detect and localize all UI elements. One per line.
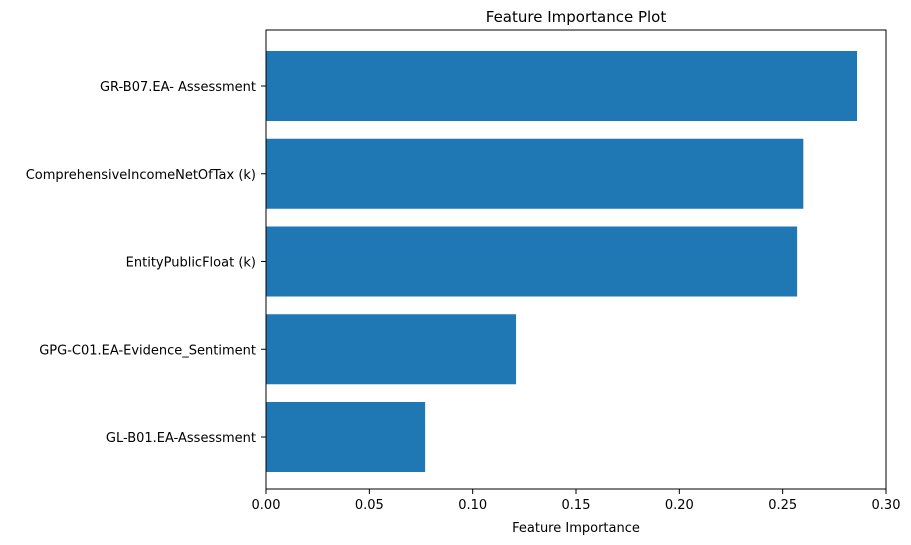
- bar: [266, 51, 858, 121]
- y-axis-ticks: GR-B07.EA- Assessment ComprehensiveIncome…: [26, 80, 266, 446]
- x-tick-label: 0.10: [458, 498, 487, 513]
- y-tick-label: ComprehensiveIncomeNetOfTax (k): [26, 168, 256, 183]
- bar: [266, 402, 426, 472]
- y-tick-label: GR-B07.EA- Assessment: [100, 80, 256, 95]
- y-tick-label: EntityPublicFloat (k): [126, 256, 256, 271]
- bar: [266, 226, 798, 297]
- bar: [266, 314, 517, 385]
- x-tick-label: 0.15: [562, 498, 591, 513]
- y-tick-label: GPG-C01.EA-Evidence_Sentiment: [39, 343, 256, 358]
- bars-group: [266, 51, 858, 472]
- y-tick-label: GL-B01.EA-Assessment: [106, 431, 256, 446]
- chart-title: Feature Importance Plot: [486, 8, 667, 26]
- x-axis-label: Feature Importance: [512, 521, 640, 536]
- x-tick-label: 0.20: [665, 498, 694, 513]
- x-axis-ticks: 0.00 0.05 0.10 0.15 0.20 0.25 0.30: [252, 489, 901, 513]
- x-tick-label: 0.00: [252, 498, 281, 513]
- x-tick-label: 0.25: [768, 498, 797, 513]
- x-tick-label: 0.05: [355, 498, 384, 513]
- x-tick-label: 0.30: [872, 498, 901, 513]
- bar: [266, 138, 804, 209]
- plot-frame: [265, 29, 887, 490]
